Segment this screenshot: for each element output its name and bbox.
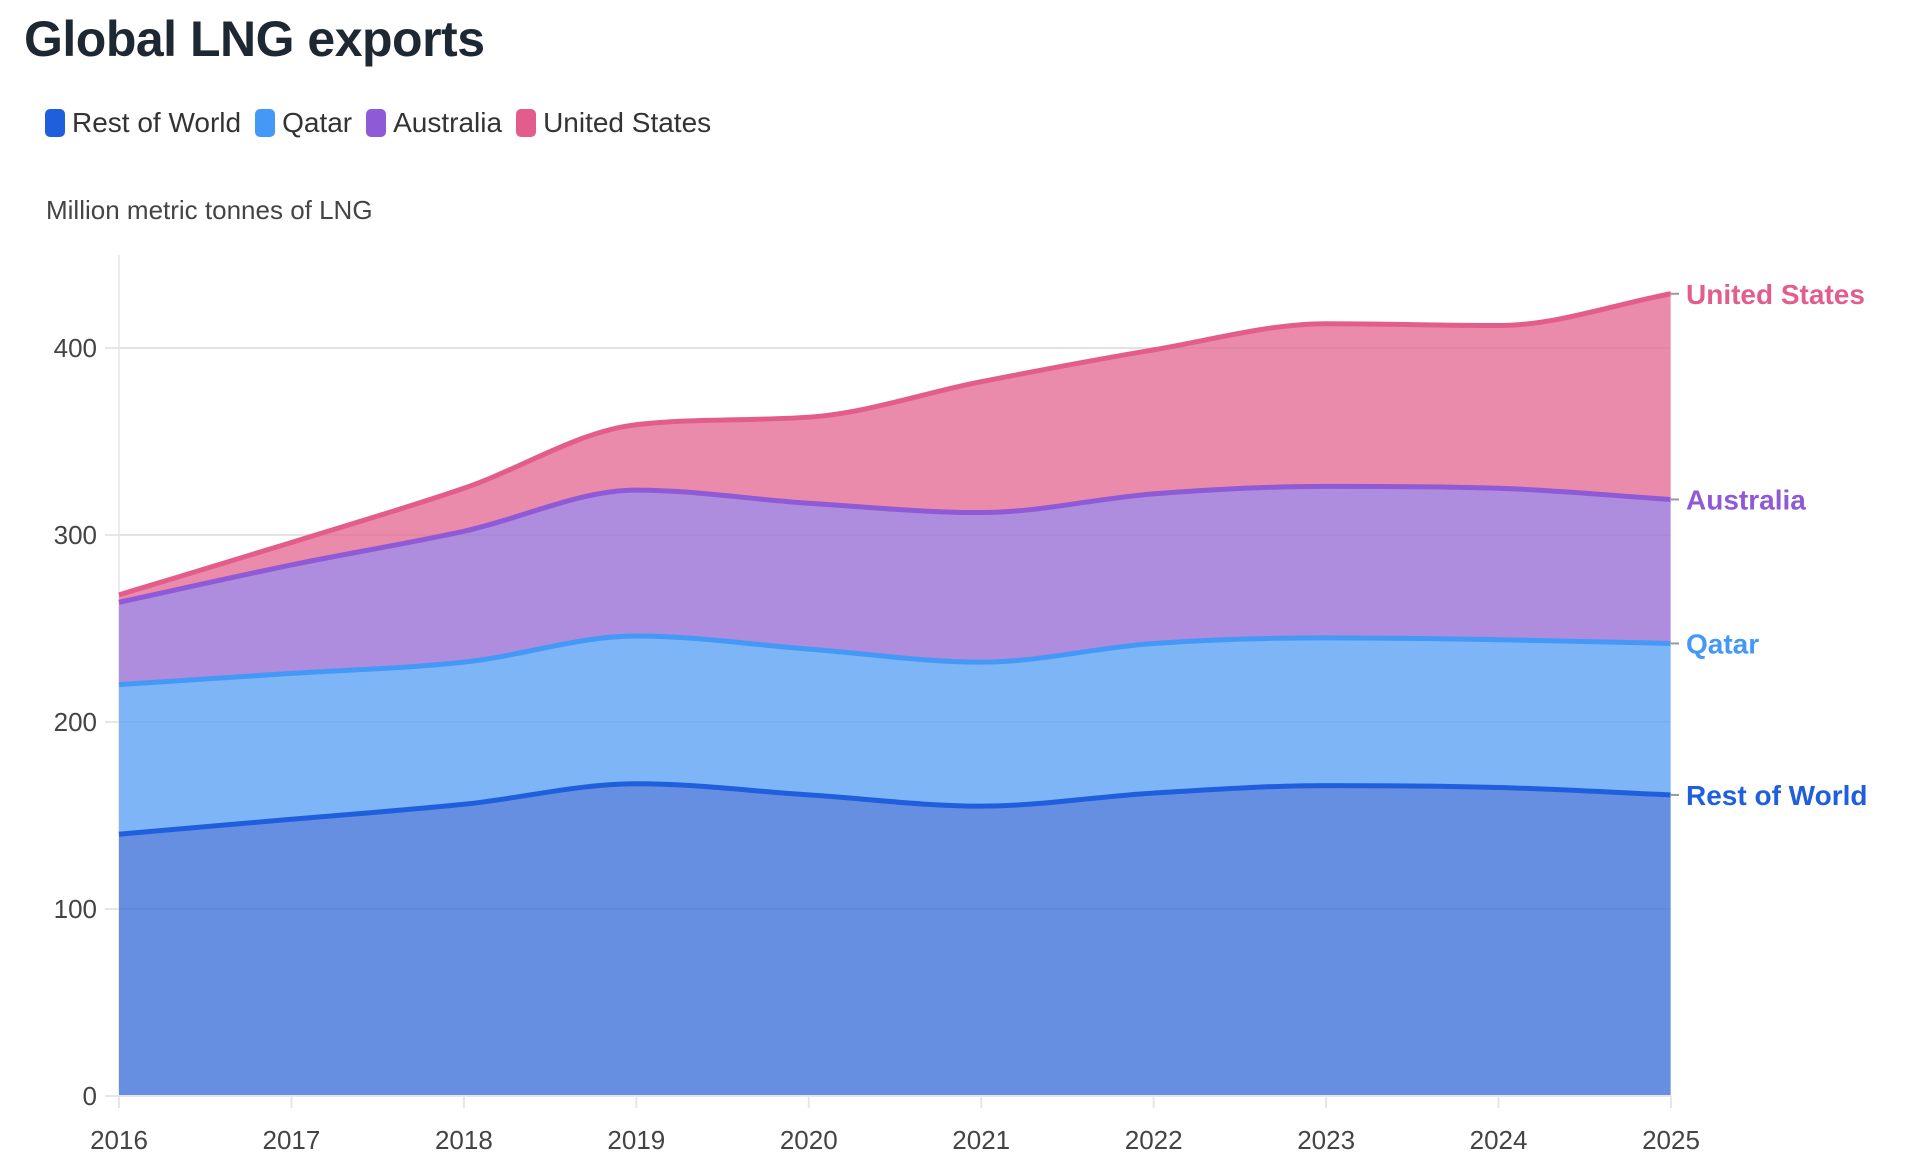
x-tick-label: 2024 (1470, 1125, 1528, 1155)
legend-label: Rest of World (72, 107, 242, 138)
area-united-states[interactable] (119, 293, 1671, 603)
legend-label: Australia (393, 107, 503, 138)
legend-label: Qatar (282, 107, 353, 138)
end-label-qatar: Qatar (1686, 628, 1759, 659)
x-tick-label: 2019 (607, 1125, 665, 1155)
legend-label: United States (543, 107, 712, 138)
legend-item-australia[interactable]: Australia (366, 107, 502, 139)
legend-swatch (255, 109, 276, 137)
axes: 0 100 200 300 400 2016 2017 2018 2019 2020 2021 202… (54, 333, 1700, 1155)
x-tick-label: 2025 (1642, 1125, 1700, 1155)
line-rest-of-world[interactable] (118, 781, 1672, 837)
x-tick-label: 2022 (1125, 1125, 1183, 1155)
x-tick-label: 2017 (263, 1125, 321, 1155)
end-label-australia: Australia (1686, 484, 1806, 515)
legend: Rest of World Qatar Australia United Sta… (45, 107, 725, 139)
x-tick-label: 2023 (1297, 1125, 1355, 1155)
x-tick-label: 2018 (435, 1125, 493, 1155)
x-tick-label: 2016 (90, 1125, 148, 1155)
y-tick-label: 0 (83, 1081, 97, 1111)
legend-swatch (516, 109, 537, 137)
x-tick-label: 2020 (780, 1125, 838, 1155)
line-australia[interactable] (118, 483, 1672, 605)
chart-title: Global LNG exports (24, 11, 485, 67)
line-united-states[interactable] (118, 291, 1672, 598)
legend-item-rest-of-world[interactable]: Rest of World (45, 107, 241, 139)
legend-swatch (366, 109, 387, 137)
legend-item-qatar[interactable]: Qatar (255, 107, 352, 139)
y-tick-label: 100 (54, 894, 97, 924)
legend-swatch (45, 109, 65, 137)
legend-item-united-states[interactable]: United States (516, 107, 711, 139)
end-label-united-states: United States (1686, 279, 1865, 310)
end-label-rest-of-world: Rest of World (1686, 780, 1867, 811)
y-tick-label: 200 (54, 707, 97, 737)
y-tick-label: 400 (54, 333, 97, 363)
y-axis-label: Million metric tonnes of LNG (46, 195, 373, 225)
area-australia[interactable] (119, 486, 1671, 685)
x-tick-label: 2021 (952, 1125, 1010, 1155)
areas (118, 291, 1672, 1096)
area-rest-of-world[interactable] (119, 783, 1671, 1096)
line-qatar[interactable] (118, 633, 1672, 688)
y-tick-label: 300 (54, 520, 97, 550)
end-labels: Rest of World Qatar Australia United States (1671, 279, 1867, 811)
